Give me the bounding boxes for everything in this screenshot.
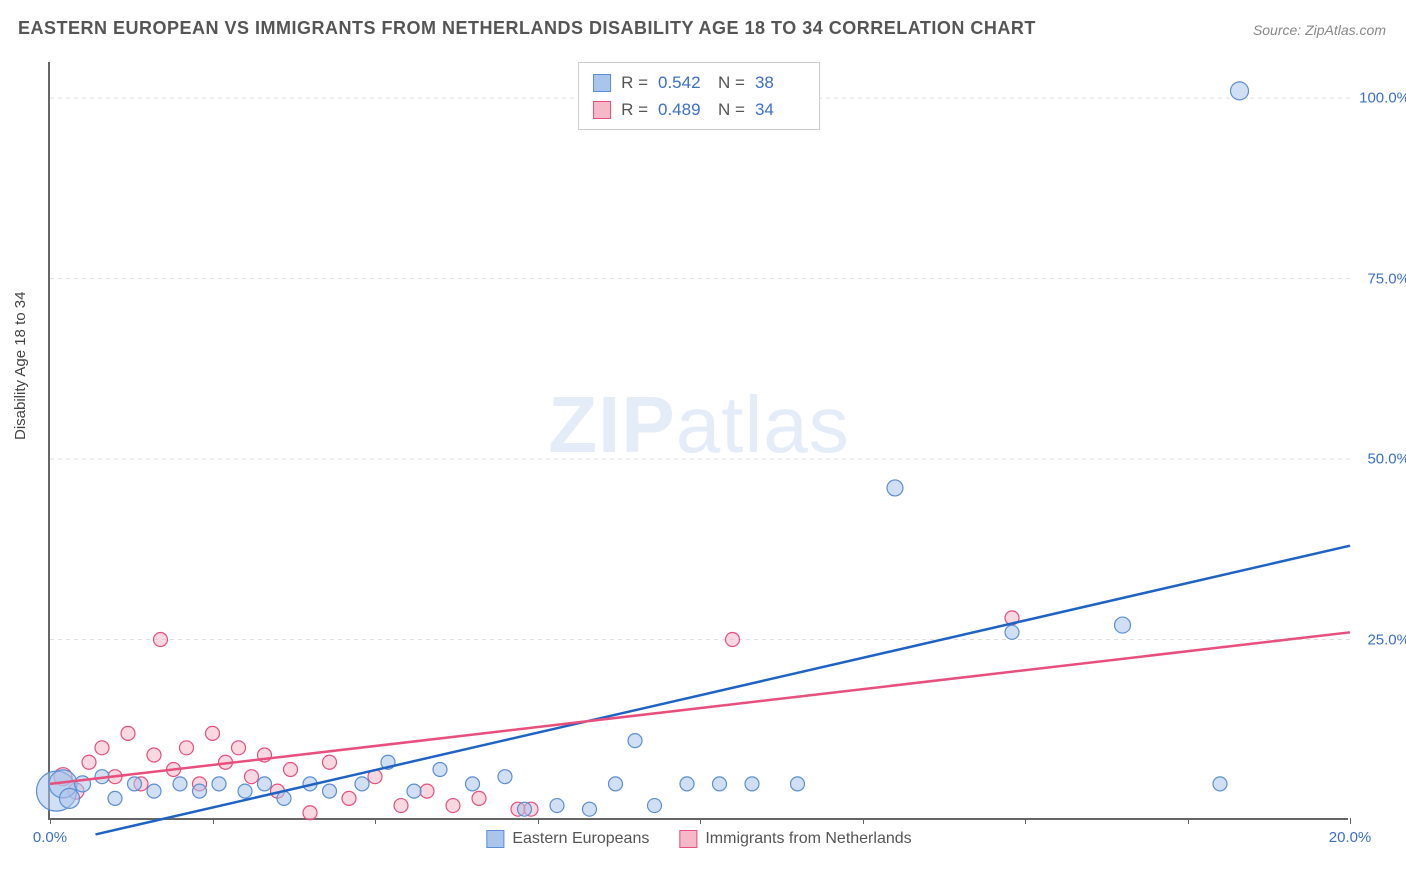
data-point-eastern [108,791,122,805]
data-point-eastern [323,784,337,798]
legend-label-netherlands: Immigrants from Netherlands [705,830,911,848]
n-label: N = [718,69,745,96]
data-point-eastern [609,777,623,791]
chart-svg [50,62,1348,818]
data-point-eastern [1231,82,1249,100]
data-point-netherlands [206,726,220,740]
n-value-eastern: 38 [755,69,805,96]
data-point-netherlands [284,762,298,776]
r-value-eastern: 0.542 [658,69,708,96]
data-point-netherlands [323,755,337,769]
legend-swatch-netherlands [679,830,697,848]
n-value-netherlands: 34 [755,96,805,123]
data-point-netherlands [232,741,246,755]
data-point-eastern [173,777,187,791]
data-point-eastern [648,799,662,813]
data-point-netherlands [446,799,460,813]
legend-item-netherlands: Immigrants from Netherlands [679,830,911,848]
stats-row-netherlands: R = 0.489 N = 34 [593,96,805,123]
data-point-eastern [713,777,727,791]
data-point-eastern [628,734,642,748]
data-point-eastern [791,777,805,791]
y-tick-label: 25.0% [1367,631,1406,648]
chart-title: EASTERN EUROPEAN VS IMMIGRANTS FROM NETH… [18,18,1036,39]
data-point-eastern [680,777,694,791]
data-point-netherlands [147,748,161,762]
legend-item-eastern: Eastern Europeans [486,830,649,848]
data-point-eastern [193,784,207,798]
data-point-eastern [238,784,252,798]
bottom-legend: Eastern Europeans Immigrants from Nether… [486,830,911,848]
x-tick [538,818,539,824]
data-point-netherlands [154,633,168,647]
data-point-eastern [433,762,447,776]
data-point-netherlands [82,755,96,769]
x-tick [863,818,864,824]
y-tick-label: 100.0% [1359,90,1406,107]
data-point-netherlands [394,799,408,813]
x-tick [1025,818,1026,824]
legend-label-eastern: Eastern Europeans [512,830,649,848]
x-tick-label: 0.0% [33,829,67,846]
data-point-netherlands [180,741,194,755]
x-tick [50,818,51,824]
data-point-netherlands [726,633,740,647]
swatch-netherlands [593,101,611,119]
data-point-netherlands [342,791,356,805]
stats-row-eastern: R = 0.542 N = 38 [593,69,805,96]
data-point-netherlands [245,770,259,784]
data-point-eastern [1213,777,1227,791]
x-tick [213,818,214,824]
data-point-netherlands [303,806,317,820]
r-label: R = [621,96,648,123]
stats-legend: R = 0.542 N = 38 R = 0.489 N = 34 [578,62,820,130]
data-point-netherlands [472,791,486,805]
legend-swatch-eastern [486,830,504,848]
data-point-eastern [128,777,142,791]
x-tick [375,818,376,824]
data-point-eastern [498,770,512,784]
data-point-eastern [583,802,597,816]
data-point-eastern [1005,625,1019,639]
plot-area: ZIPatlas 25.0%50.0%75.0%100.0% 0.0%20.0%… [48,62,1348,820]
data-point-eastern [1115,617,1131,633]
data-point-eastern [745,777,759,791]
data-point-eastern [466,777,480,791]
data-point-netherlands [121,726,135,740]
data-point-netherlands [420,784,434,798]
data-point-eastern [147,784,161,798]
data-point-eastern [550,799,564,813]
data-point-eastern [887,480,903,496]
data-point-eastern [258,777,272,791]
x-tick [700,818,701,824]
y-tick-label: 50.0% [1367,451,1406,468]
source-attribution: Source: ZipAtlas.com [1253,22,1386,38]
regression-line-eastern [96,546,1351,835]
r-value-netherlands: 0.489 [658,96,708,123]
y-axis-label: Disability Age 18 to 34 [12,292,29,440]
data-point-eastern [407,784,421,798]
x-tick [1188,818,1189,824]
data-point-eastern [355,777,369,791]
data-point-netherlands [95,741,109,755]
x-tick-label: 20.0% [1329,829,1372,846]
r-label: R = [621,69,648,96]
y-tick-label: 75.0% [1367,270,1406,287]
data-point-eastern [212,777,226,791]
data-point-eastern [60,788,80,808]
n-label: N = [718,96,745,123]
swatch-eastern [593,74,611,92]
x-tick [1350,818,1351,824]
data-point-eastern [518,802,532,816]
regression-line-netherlands [50,632,1350,784]
